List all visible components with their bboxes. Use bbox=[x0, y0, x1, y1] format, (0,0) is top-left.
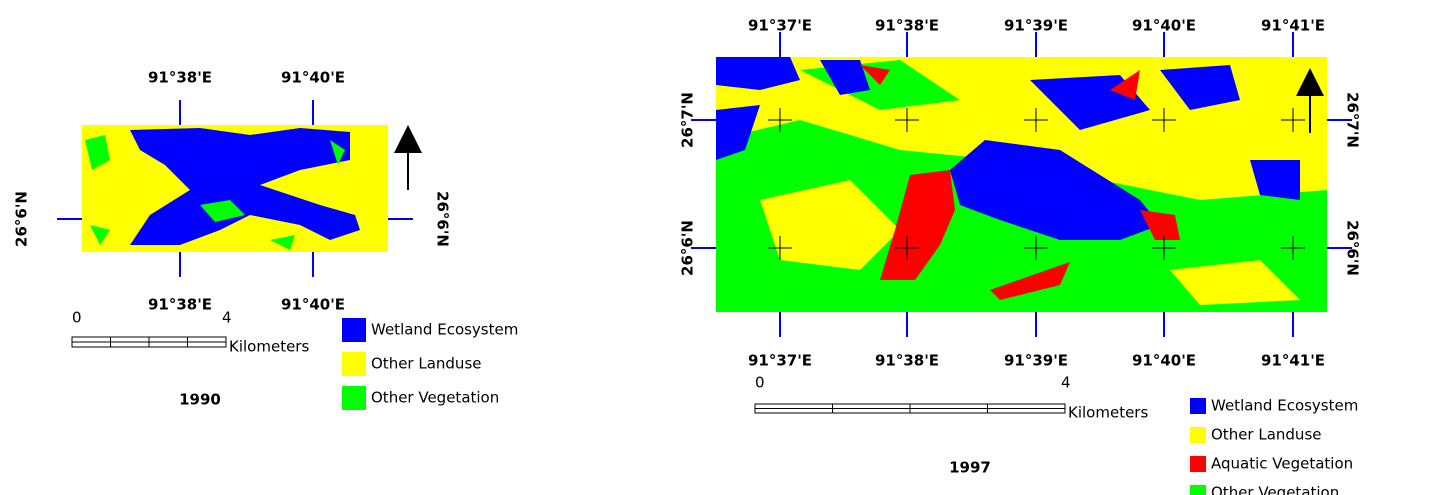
legend-swatch bbox=[342, 386, 366, 410]
left-coordinate: 26°7'N bbox=[679, 92, 697, 148]
top-coordinate: 91°38'E bbox=[875, 17, 939, 35]
top-coordinate: 91°38'E bbox=[148, 69, 212, 87]
legend-swatch bbox=[1190, 398, 1206, 414]
scale-end: 4 bbox=[222, 309, 232, 327]
legend-label: Other Landuse bbox=[1211, 426, 1322, 444]
bottom-coordinate: 91°38'E bbox=[875, 352, 939, 370]
right-coordinate: 26°6'N bbox=[1344, 220, 1362, 276]
legend-swatch bbox=[1190, 427, 1206, 443]
legend-label: Other Landuse bbox=[371, 355, 482, 373]
legend-swatch bbox=[342, 318, 366, 342]
right-coordinate: 26°6'N bbox=[434, 191, 452, 247]
scale-start: 0 bbox=[72, 309, 82, 327]
legend-swatch bbox=[342, 352, 366, 376]
legend-label: Other Vegetation bbox=[1211, 484, 1339, 495]
year-label: 1997 bbox=[949, 459, 991, 477]
bottom-coordinate: 91°40'E bbox=[281, 296, 345, 314]
map-1997: 91°37'E 91°38'E 91°39'E 91°40'E 91°41'E 91°37… bbox=[679, 17, 1362, 495]
bottom-coordinate: 91°40'E bbox=[1132, 352, 1196, 370]
legend-label: Wetland Ecosystem bbox=[1211, 397, 1358, 415]
map-1990: 91°38'E 91°40'E 91°38'E 91°40'E 26°6'N 26°6'N… bbox=[13, 69, 519, 411]
year-label: 1990 bbox=[179, 391, 221, 409]
top-coordinate: 91°40'E bbox=[1132, 17, 1196, 35]
left-coordinate: 26°6'N bbox=[13, 191, 31, 247]
top-coordinate: 91°37'E bbox=[748, 17, 812, 35]
figure: 91°38'E 91°40'E 91°38'E 91°40'E 26°6'N 26°6'N… bbox=[0, 0, 1444, 495]
top-coordinate: 91°39'E bbox=[1004, 17, 1068, 35]
scale-unit: Kilometers bbox=[229, 338, 309, 356]
legend-label: Wetland Ecosystem bbox=[371, 321, 518, 339]
scale-unit: Kilometers bbox=[1068, 404, 1148, 422]
left-coordinate: 26°6'N bbox=[679, 220, 697, 276]
legend-swatch bbox=[1190, 456, 1206, 472]
legend-label: Aquatic Vegetation bbox=[1211, 455, 1353, 473]
top-coordinate: 91°40'E bbox=[281, 69, 345, 87]
north-arrow bbox=[394, 125, 422, 153]
right-coordinate: 26°7'N bbox=[1344, 92, 1362, 148]
legend-label: Other Vegetation bbox=[371, 389, 499, 407]
bottom-coordinate: 91°41'E bbox=[1261, 352, 1325, 370]
legend-swatch bbox=[1190, 485, 1206, 495]
scale-end: 4 bbox=[1061, 374, 1071, 392]
top-coordinate: 91°41'E bbox=[1261, 17, 1325, 35]
bottom-coordinate: 91°37'E bbox=[748, 352, 812, 370]
scale-start: 0 bbox=[755, 374, 765, 392]
bottom-coordinate: 91°39'E bbox=[1004, 352, 1068, 370]
bottom-coordinate: 91°38'E bbox=[148, 296, 212, 314]
